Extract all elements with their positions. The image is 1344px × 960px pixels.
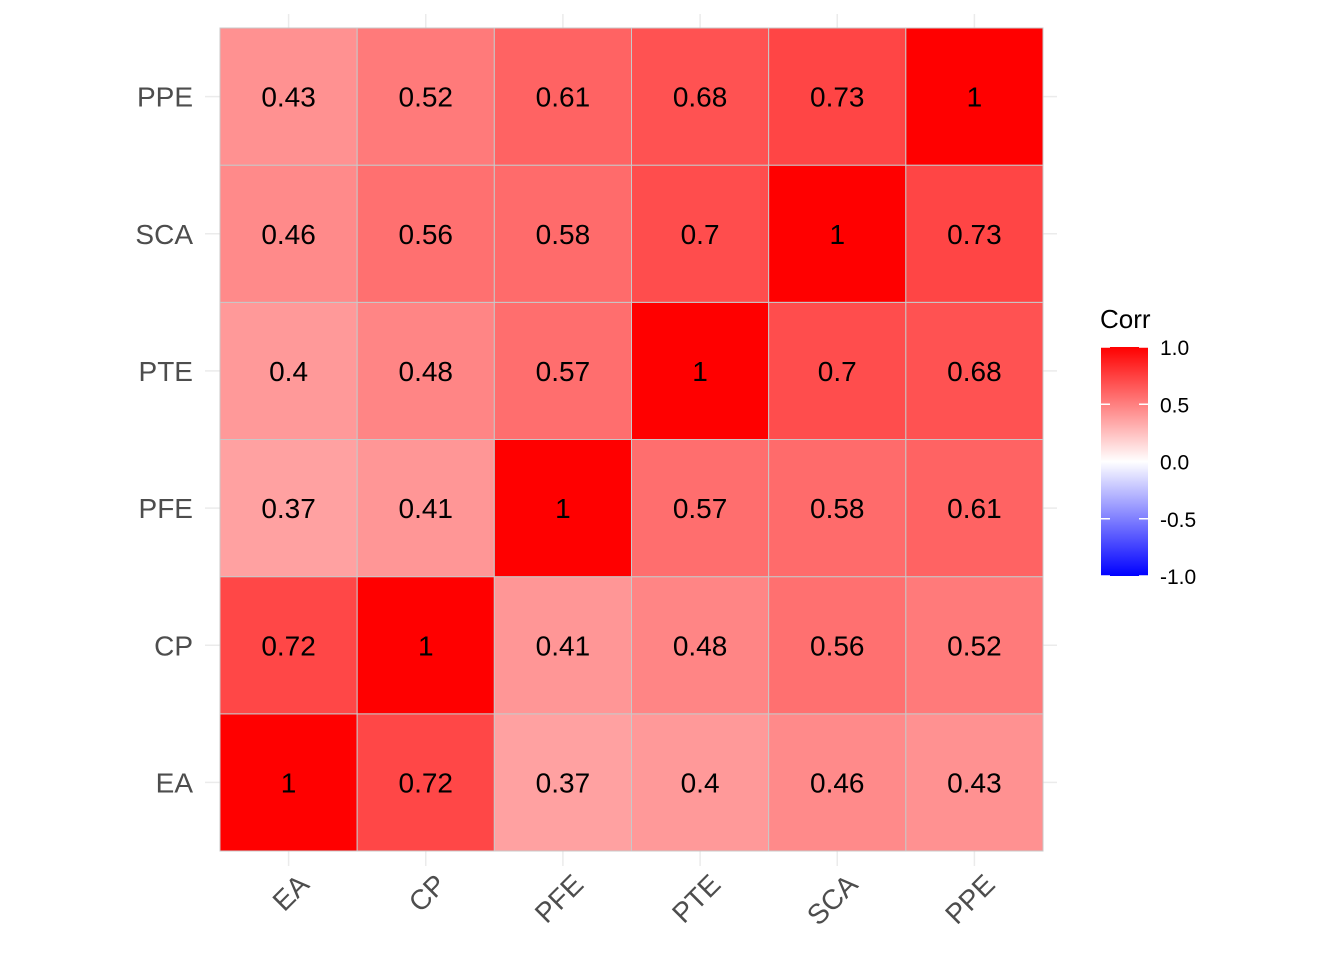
cell-label-pfe-cp: 0.41	[536, 630, 591, 661]
cell-label-ppe-ppe: 1	[967, 82, 983, 113]
cell-label-ea-cp: 0.72	[261, 630, 316, 661]
heatmap-cell-ppe-pte	[905, 301, 1044, 441]
heatmap-cell-pte-cp	[631, 576, 770, 715]
color-legend: Corr 1.0 0.5 0.0 -0.5 -1.0	[1100, 304, 1196, 589]
y-tick-label-cp: CP	[154, 630, 193, 661]
cell-label-cp-pfe: 0.41	[399, 493, 454, 524]
heatmap-cell-cp-cp	[356, 576, 495, 715]
heatmap-cell-pte-pte	[631, 301, 770, 441]
cell-label-ppe-pte: 0.68	[947, 356, 1002, 387]
y-tick-label-pte: PTE	[139, 356, 193, 387]
cell-label-sca-pte: 0.7	[818, 356, 857, 387]
heatmap-cell-sca-pfe	[768, 439, 907, 578]
x-tick-label-pfe: PFE	[529, 868, 589, 928]
heatmap-cell-pfe-sca	[493, 164, 633, 303]
cell-label-ppe-cp: 0.52	[947, 630, 1002, 661]
cell-label-pte-pfe: 0.57	[673, 493, 728, 524]
heatmap-cell-ea-cp	[219, 576, 358, 715]
cell-label-cp-cp: 1	[418, 630, 434, 661]
heatmap-cell-ppe-ppe	[905, 27, 1044, 166]
cell-label-cp-ppe: 0.52	[399, 82, 454, 113]
cell-label-pte-cp: 0.48	[673, 630, 728, 661]
y-tick-label-ea: EA	[156, 767, 194, 798]
heatmap-cell-ppe-cp	[905, 576, 1044, 715]
x-tick-label-cp: CP	[403, 868, 452, 917]
cell-label-pte-sca: 0.7	[681, 219, 720, 250]
legend-break-label: 0.5	[1160, 394, 1189, 417]
legend-break-label: 0.0	[1160, 452, 1189, 475]
heatmap-cell-ea-pte	[219, 301, 358, 441]
heatmap-cell-sca-ppe	[768, 27, 907, 166]
heatmap-cell-pfe-pte	[493, 301, 633, 441]
heatmap-cell-cp-ppe	[356, 27, 495, 166]
cell-label-pte-pte: 1	[692, 356, 708, 387]
heatmap-cell-pte-pfe	[631, 439, 770, 578]
heatmap-cell-ppe-sca	[905, 164, 1044, 303]
heatmap-cell-ea-ppe	[219, 27, 358, 166]
y-axis-tick-labels: EA CP PFE PTE SCA PPE	[135, 82, 193, 799]
x-tick-label-ppe: PPE	[939, 868, 1001, 930]
cell-label-ea-ea: 1	[281, 767, 297, 798]
heatmap-cell-cp-pte	[356, 301, 495, 441]
heatmap-cell-ea-pfe	[219, 439, 358, 578]
x-tick-label-pte: PTE	[666, 868, 726, 928]
cell-label-ppe-sca: 0.73	[947, 219, 1002, 250]
cell-label-ea-sca: 0.46	[261, 219, 316, 250]
cell-label-ea-pfe: 0.37	[261, 493, 316, 524]
heatmap-cell-sca-ea	[768, 713, 907, 852]
heatmap-cell-ppe-pfe	[905, 439, 1044, 578]
heatmap-cell-ppe-ea	[905, 713, 1044, 852]
heatmap-cell-sca-pte	[768, 301, 907, 441]
cell-label-pfe-pte: 0.57	[536, 356, 591, 387]
cell-label-ea-ppe: 0.43	[261, 82, 316, 113]
heatmap-cell-pfe-pfe	[493, 439, 633, 578]
y-tick-label-sca: SCA	[135, 219, 193, 250]
cell-label-ppe-ea: 0.43	[947, 767, 1002, 798]
cell-label-pfe-ppe: 0.61	[536, 82, 591, 113]
heatmap-cell-ea-ea	[219, 713, 358, 852]
cell-label-ppe-pfe: 0.61	[947, 493, 1002, 524]
cell-label-pte-ppe: 0.68	[673, 82, 728, 113]
cell-label-pfe-sca: 0.58	[536, 219, 591, 250]
legend-title: Corr	[1100, 304, 1151, 334]
cell-label-cp-ea: 0.72	[399, 767, 454, 798]
x-axis-tick-labels: EA CP PFE PTE SCA PPE	[267, 868, 1001, 931]
heatmap-cell-sca-cp	[768, 576, 907, 715]
x-tick-label-ea: EA	[267, 868, 316, 917]
cell-label-pfe-ea: 0.37	[536, 767, 591, 798]
legend-ticks: 1.0 0.5 0.0 -0.5 -1.0	[1101, 337, 1196, 589]
legend-break-label: -0.5	[1160, 509, 1196, 532]
cell-label-sca-pfe: 0.58	[810, 493, 865, 524]
heatmap-cell-cp-sca	[356, 164, 495, 303]
y-tick-label-pfe: PFE	[139, 493, 193, 524]
legend-break-label: -1.0	[1160, 566, 1196, 589]
cell-label-cp-pte: 0.48	[399, 356, 454, 387]
cell-label-ea-pte: 0.4	[269, 356, 308, 387]
cell-label-pte-ea: 0.4	[681, 767, 720, 798]
cell-label-sca-cp: 0.56	[810, 630, 865, 661]
x-tick-label-sca: SCA	[801, 868, 864, 931]
heatmap-cell-cp-pfe	[356, 439, 495, 578]
heatmap-cell-labels: 1 0.72 0.37 0.4 0.46 0.430.72 1 0.41 0.48 0.56 0.5…	[261, 82, 1001, 799]
cell-label-sca-ea: 0.46	[810, 767, 865, 798]
heatmap-cells	[219, 27, 1044, 852]
y-tick-label-ppe: PPE	[137, 82, 193, 113]
heatmap-cell-sca-sca	[768, 164, 907, 303]
cell-label-sca-sca: 1	[829, 219, 845, 250]
heatmap-cell-cp-ea	[356, 713, 495, 852]
heatmap-cell-pfe-ppe	[493, 27, 633, 166]
legend-break-label: 1.0	[1160, 337, 1189, 360]
cell-label-sca-ppe: 0.73	[810, 82, 865, 113]
cell-label-cp-sca: 0.56	[399, 219, 454, 250]
cell-label-pfe-pfe: 1	[555, 493, 571, 524]
